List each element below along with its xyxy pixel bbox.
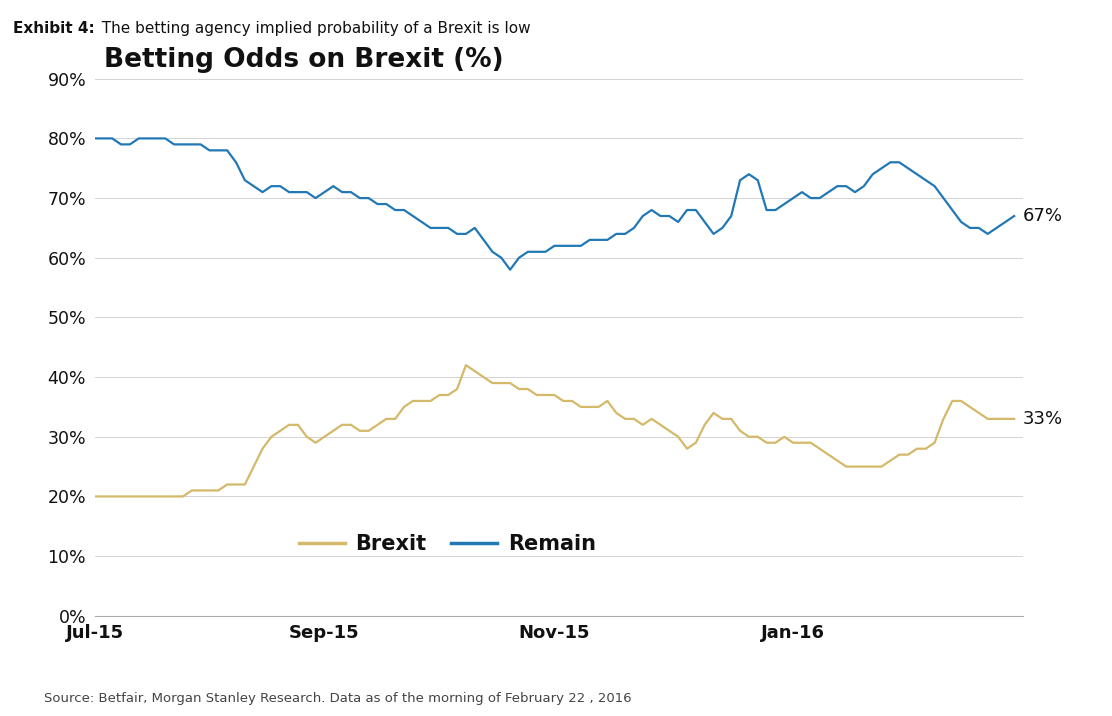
Text: Source: Betfair, Morgan Stanley Research. Data as of the morning of February 22 : Source: Betfair, Morgan Stanley Research…	[44, 692, 632, 705]
Text: Betting Odds on Brexit (%): Betting Odds on Brexit (%)	[103, 47, 504, 73]
Text: 33%: 33%	[1023, 410, 1063, 428]
Text: 67%: 67%	[1023, 207, 1063, 225]
Text: Exhibit 4:: Exhibit 4:	[13, 21, 96, 36]
Legend: Brexit, Remain: Brexit, Remain	[290, 526, 604, 562]
Text: The betting agency implied probability of a Brexit is low: The betting agency implied probability o…	[92, 21, 530, 36]
